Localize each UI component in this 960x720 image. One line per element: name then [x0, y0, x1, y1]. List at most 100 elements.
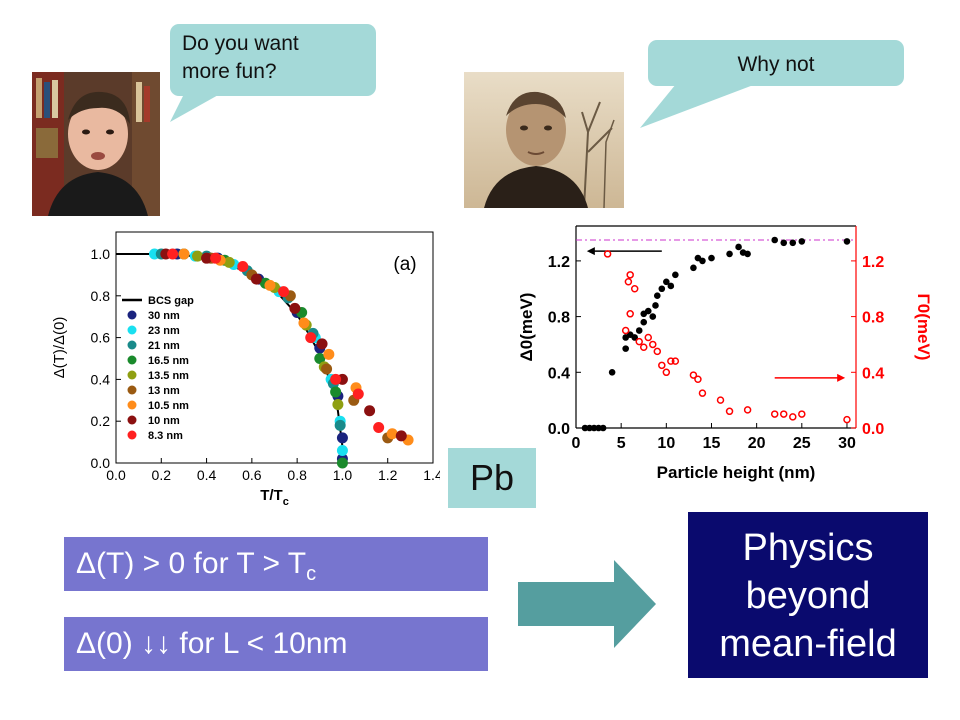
statement-gap-small-l: Δ(0) ↓↓ for L < 10nm: [64, 617, 488, 671]
legend-label: 21 nm: [148, 340, 180, 352]
x-tick-label: 1.2: [378, 467, 398, 483]
gap-data-point: [658, 285, 666, 293]
width-data-point: [725, 407, 734, 416]
width-data-point: [667, 357, 675, 365]
chart-gap-vs-temperature: 0.0 0.2 0.4 0.6 0.8 1.0 1.2 1.4 0.0 0.2 0.4 0.6 0.8 1…: [51, 231, 440, 508]
y-right-tick-label: 1.2: [862, 254, 884, 271]
photo-right-illustration: [464, 72, 624, 208]
legend-marker: [127, 370, 137, 380]
gap-data-point: [667, 282, 675, 290]
legend-marker: [127, 340, 137, 350]
x-tick-label: 5: [617, 435, 626, 452]
legend-label: 30 nm: [148, 310, 180, 322]
speech-bubble-right: [640, 40, 904, 128]
gap-data-point: [726, 250, 733, 258]
data-point-8-3-nm: [237, 261, 249, 273]
width-data-point: [662, 368, 671, 377]
data-point-23-nm: [336, 444, 348, 456]
width-data-point: [635, 337, 643, 346]
pb-label: Pb: [448, 448, 536, 508]
legend-label: 10.5 nm: [148, 400, 189, 412]
legend-marker: [127, 325, 137, 335]
statement1-text: Δ(T) > 0 for T > T: [76, 547, 307, 580]
y-axis-label: Δ(T)/Δ(0): [51, 317, 68, 379]
chart-gap-vs-height: 0 5 10 15 20 25 30 0.0 0.4 0.8 1.2 0.0 0.4 0.8 1.2 Part…: [517, 225, 933, 482]
gap-data-point: [653, 292, 661, 300]
gap-data-point: [595, 424, 602, 432]
gap-data-point: [599, 424, 607, 432]
panel-label: (a): [393, 254, 416, 275]
legend-label: 23 nm: [148, 325, 180, 337]
width-data-point: [694, 375, 702, 384]
data-point-8-3-nm: [352, 388, 364, 400]
legend-marker: [127, 310, 137, 320]
data-point-10-nm: [316, 338, 328, 350]
conclusion-box: Physics beyond mean-field: [688, 512, 928, 678]
data-point-16-5-nm: [314, 353, 326, 364]
statement-gap-above-tc: Δ(T) > 0 for T > Tc: [64, 537, 488, 591]
legend-marker: [127, 415, 137, 425]
bubble-right-text: Why not: [737, 53, 815, 76]
gap-data-point: [631, 334, 639, 341]
gap-data-point: [789, 239, 797, 247]
data-point-8-3-nm: [167, 248, 179, 260]
legend-marker: [127, 430, 137, 440]
data-point-10-5-nm: [386, 428, 398, 440]
y-left-tick-label: 0.8: [548, 310, 570, 327]
x-tick-label: 25: [793, 435, 811, 452]
data-point-16-5-nm: [336, 457, 348, 469]
bubble-left-line1: Do you want: [182, 32, 299, 55]
y-tick-label: 0.8: [91, 288, 111, 304]
width-data-point: [798, 410, 806, 418]
width-data-point: [626, 271, 634, 279]
data-point-8-3-nm: [373, 421, 385, 433]
width-data-point: [658, 361, 666, 370]
data-point-8-3-nm: [278, 286, 290, 298]
width-data-point: [743, 406, 752, 414]
y-left-tick-label: 0.0: [548, 421, 570, 438]
x-tick-label: 30: [838, 435, 856, 452]
width-data-point: [770, 410, 779, 418]
x-tick-label: 10: [657, 435, 675, 452]
y-tick-label: 1.0: [91, 246, 111, 262]
width-data-point: [639, 343, 648, 351]
data-point-10-5-nm: [323, 348, 335, 360]
x-axis-label-sub: c: [283, 496, 289, 508]
x-tick-label: 0: [572, 435, 581, 452]
data-point-8-3-nm: [210, 252, 222, 264]
x-tick-label: 0.4: [197, 467, 217, 483]
data-point-10-5-nm: [264, 279, 276, 291]
gap-data-point: [581, 424, 589, 432]
x-axis-label: Particle height (nm): [657, 463, 816, 482]
data-point-30-nm: [336, 432, 348, 444]
width-data-point: [698, 389, 707, 397]
legend-label: 13.5 nm: [148, 370, 189, 382]
gap-data-point: [586, 424, 593, 432]
bubble-left-line2: more fun?: [182, 60, 277, 83]
y-right-tick-label: 0.8: [862, 310, 884, 327]
conclusion-line1: Physics: [742, 527, 874, 569]
conclusion-line2: beyond: [745, 575, 871, 617]
gap-data-point: [672, 271, 679, 279]
y-left-tick-label: 1.2: [548, 254, 570, 271]
y-right-tick-label: 0.0: [862, 421, 884, 438]
photo-right: [464, 72, 624, 208]
data-point-8-3-nm: [330, 373, 342, 385]
gap-data-point: [635, 327, 643, 334]
gap-data-point: [608, 368, 616, 376]
data-point-16-5-nm: [330, 386, 342, 398]
data-point-21-nm: [334, 419, 346, 431]
x-tick-label: 20: [748, 435, 766, 452]
data-point-8-3-nm: [305, 332, 317, 344]
statement2-text: Δ(0) ↓↓ for L < 10nm: [76, 627, 348, 660]
gap-data-point: [644, 307, 652, 315]
legend-label: BCS gap: [148, 295, 194, 307]
data-point-13-5-nm: [223, 256, 235, 268]
right-axis-arrow-head: [837, 373, 846, 382]
gap-data-point: [708, 254, 715, 262]
x-tick-label: 1.0: [333, 467, 353, 483]
data-point-10-nm: [364, 405, 376, 417]
y-right-axis-label: Γ0(meV): [914, 294, 933, 361]
legend-label: 16.5 nm: [148, 355, 189, 367]
photo-left: [32, 72, 160, 216]
